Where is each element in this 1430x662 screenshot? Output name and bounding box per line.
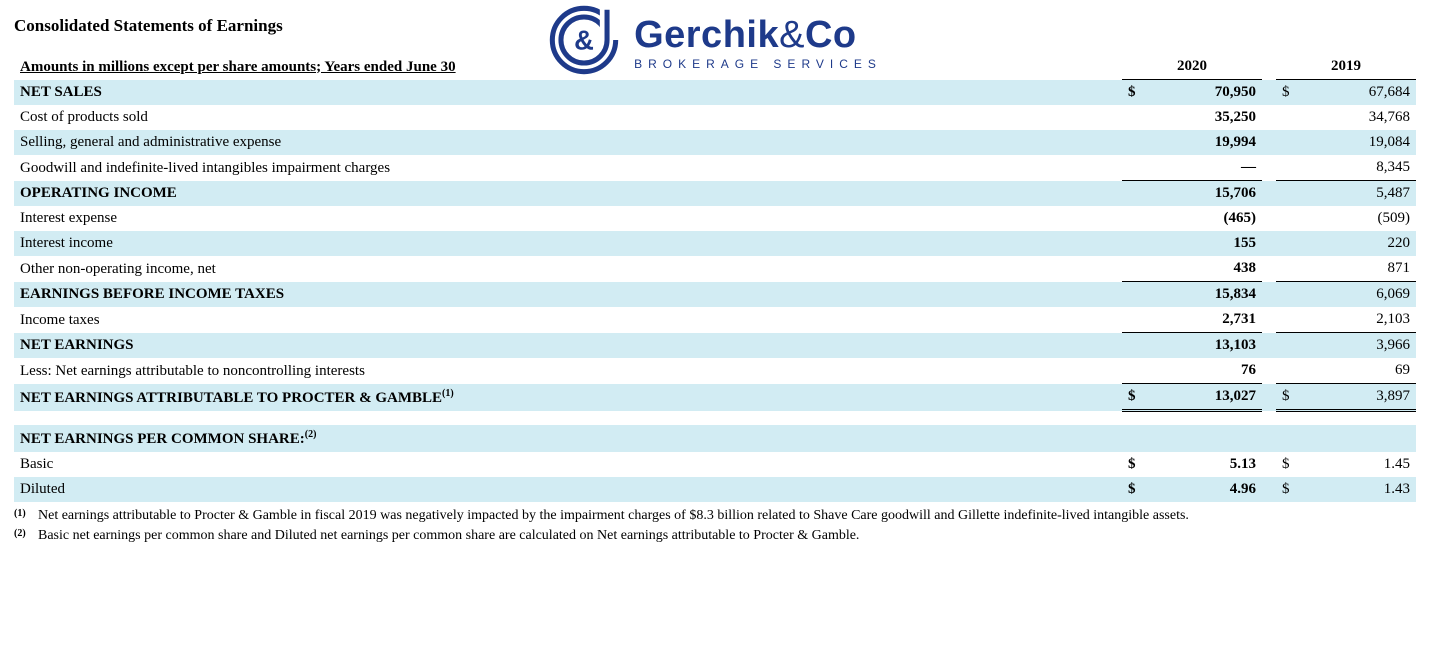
label: Cost of products sold xyxy=(14,105,1122,130)
value-2020: 35,250 xyxy=(1144,105,1262,130)
row-net-sales: NET SALES $ 70,950 $ 67,684 xyxy=(14,80,1416,106)
currency: $ xyxy=(1276,384,1298,411)
value-2020: 76 xyxy=(1144,358,1262,384)
value-2020: 438 xyxy=(1144,256,1262,282)
value-2020: 15,834 xyxy=(1144,282,1262,308)
value-2019: 3,897 xyxy=(1298,384,1416,411)
value-2019: 2,103 xyxy=(1298,307,1416,333)
label: Less: Net earnings attributable to nonco… xyxy=(14,358,1122,384)
currency: $ xyxy=(1122,477,1144,502)
row-sga: Selling, general and administrative expe… xyxy=(14,130,1416,155)
value-2020: 4.96 xyxy=(1144,477,1262,502)
label: Basic xyxy=(14,452,1122,477)
footnote-text: Net earnings attributable to Procter & G… xyxy=(38,508,1189,524)
label: Selling, general and administrative expe… xyxy=(14,130,1122,155)
row-net-pg: NET EARNINGS ATTRIBUTABLE TO PROCTER & G… xyxy=(14,384,1416,411)
currency: $ xyxy=(1122,452,1144,477)
footnote-2: (2) Basic net earnings per common share … xyxy=(14,528,1416,544)
label: EARNINGS BEFORE INCOME TAXES xyxy=(14,282,1122,308)
value-2020: 13,103 xyxy=(1144,333,1262,359)
value-2020: 70,950 xyxy=(1144,80,1262,106)
label: Income taxes xyxy=(14,307,1122,333)
row-other-income: Other non-operating income, net 438 871 xyxy=(14,256,1416,282)
value-2020: 19,994 xyxy=(1144,130,1262,155)
row-basic: Basic $ 5.13 $ 1.45 xyxy=(14,452,1416,477)
label: Interest expense xyxy=(14,206,1122,231)
row-operating-income: OPERATING INCOME 15,706 5,487 xyxy=(14,181,1416,207)
year-2020: 2020 xyxy=(1122,54,1262,80)
label: NET EARNINGS xyxy=(14,333,1122,359)
currency: $ xyxy=(1122,80,1144,106)
label: Interest income xyxy=(14,231,1122,256)
footnotes: (1) Net earnings attributable to Procter… xyxy=(14,508,1416,544)
table-header-row: Amounts in millions except per share amo… xyxy=(14,54,1416,80)
label: NET EARNINGS PER COMMON SHARE:(2) xyxy=(14,425,1122,452)
currency: $ xyxy=(1122,384,1144,411)
label: NET SALES xyxy=(14,80,1122,106)
label: Diluted xyxy=(14,477,1122,502)
value-2019: 220 xyxy=(1298,231,1416,256)
value-2019: 3,966 xyxy=(1298,333,1416,359)
currency: $ xyxy=(1276,477,1298,502)
value-2019: 6,069 xyxy=(1298,282,1416,308)
row-nci: Less: Net earnings attributable to nonco… xyxy=(14,358,1416,384)
value-2019: 67,684 xyxy=(1298,80,1416,106)
currency: $ xyxy=(1276,452,1298,477)
row-ebt: EARNINGS BEFORE INCOME TAXES 15,834 6,06… xyxy=(14,282,1416,308)
value-2020: (465) xyxy=(1144,206,1262,231)
value-2019: 871 xyxy=(1298,256,1416,282)
row-interest-income: Interest income 155 220 xyxy=(14,231,1416,256)
footnote-text: Basic net earnings per common share and … xyxy=(38,528,859,544)
row-eps-header: NET EARNINGS PER COMMON SHARE:(2) xyxy=(14,425,1416,452)
value-2019: 19,084 xyxy=(1298,130,1416,155)
row-diluted: Diluted $ 4.96 $ 1.43 xyxy=(14,477,1416,502)
label: OPERATING INCOME xyxy=(14,181,1122,207)
label: NET EARNINGS ATTRIBUTABLE TO PROCTER & G… xyxy=(14,384,1122,411)
header-label: Amounts in millions except per share amo… xyxy=(14,54,1122,80)
label: Goodwill and indefinite-lived intangible… xyxy=(14,155,1122,181)
value-2019: 5,487 xyxy=(1298,181,1416,207)
value-2020: 5.13 xyxy=(1144,452,1262,477)
value-2019: 34,768 xyxy=(1298,105,1416,130)
value-2020: — xyxy=(1144,155,1262,181)
footnote-1: (1) Net earnings attributable to Procter… xyxy=(14,508,1416,524)
earnings-table: Amounts in millions except per share amo… xyxy=(14,54,1416,502)
value-2019: 1.45 xyxy=(1298,452,1416,477)
value-2019: 69 xyxy=(1298,358,1416,384)
row-cogs: Cost of products sold 35,250 34,768 xyxy=(14,105,1416,130)
value-2019: (509) xyxy=(1298,206,1416,231)
value-2019: 1.43 xyxy=(1298,477,1416,502)
page-title: Consolidated Statements of Earnings xyxy=(14,16,1416,36)
value-2020: 155 xyxy=(1144,231,1262,256)
value-2020: 13,027 xyxy=(1144,384,1262,411)
row-taxes: Income taxes 2,731 2,103 xyxy=(14,307,1416,333)
row-impairment: Goodwill and indefinite-lived intangible… xyxy=(14,155,1416,181)
value-2020: 15,706 xyxy=(1144,181,1262,207)
value-2019: 8,345 xyxy=(1298,155,1416,181)
year-2019: 2019 xyxy=(1276,54,1416,80)
value-2020: 2,731 xyxy=(1144,307,1262,333)
row-interest-expense: Interest expense (465) (509) xyxy=(14,206,1416,231)
row-net-earnings: NET EARNINGS 13,103 3,966 xyxy=(14,333,1416,359)
label: Other non-operating income, net xyxy=(14,256,1122,282)
currency: $ xyxy=(1276,80,1298,106)
